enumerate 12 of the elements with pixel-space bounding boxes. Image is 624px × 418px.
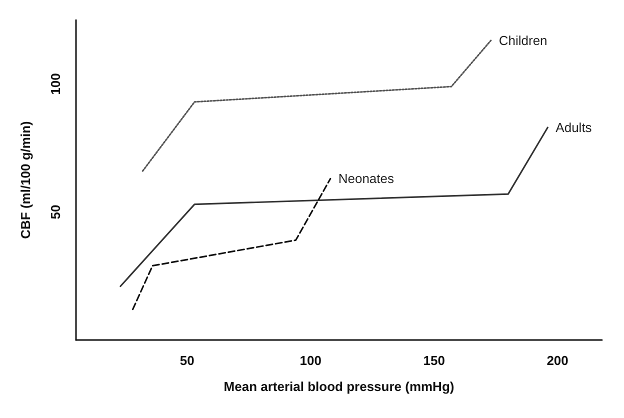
y-axis-title: CBF (ml/100 g/min)	[18, 121, 33, 239]
series-label: Children	[498, 32, 548, 48]
x-tick-label: 200	[546, 353, 568, 368]
x-tick-label: 150	[423, 353, 445, 368]
series-label: Adults	[556, 120, 592, 136]
x-tick-label: 100	[300, 353, 322, 368]
x-tick-label: 50	[180, 353, 194, 368]
line-series	[142, 40, 492, 172]
x-axis-title: Mean arterial blood pressure (mmHg)	[224, 379, 454, 394]
line-series	[120, 126, 548, 288]
series-label: Neonates	[338, 171, 395, 186]
line-series	[132, 178, 332, 310]
